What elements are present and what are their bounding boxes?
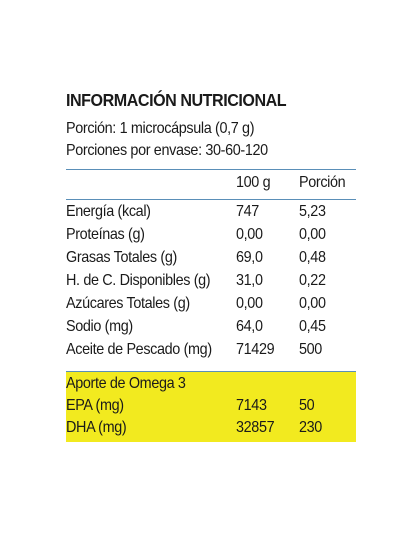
row-value-100g: 69,0 <box>236 249 263 266</box>
table-row: H. de C. Disponibles (g) 31,0 0,22 <box>66 272 356 294</box>
omega-3-highlight <box>66 372 356 442</box>
table-row: DHA (mg) 32857 230 <box>66 419 356 441</box>
portion-size: Porción: 1 microcápsula (0,7 g) <box>66 120 255 137</box>
row-value-portion: 0,00 <box>299 226 326 243</box>
row-label: Grasas Totales (g) <box>66 249 177 266</box>
row-label: Energía (kcal) <box>66 203 151 220</box>
header-row: 100 g Porción <box>66 174 356 196</box>
row-value-portion: 230 <box>299 419 322 436</box>
row-value-portion: 0,48 <box>299 249 326 266</box>
row-label: DHA (mg) <box>66 419 127 436</box>
omega-heading: Aporte de Omega 3 <box>66 375 186 392</box>
row-value-100g: 31,0 <box>236 272 263 289</box>
row-label: EPA (mg) <box>66 397 124 414</box>
table-row: Sodio (mg) 64,0 0,45 <box>66 318 356 340</box>
row-value-portion: 5,23 <box>299 203 326 220</box>
row-value-portion: 0,22 <box>299 272 326 289</box>
table-row: Grasas Totales (g) 69,0 0,48 <box>66 249 356 271</box>
row-value-100g: 32857 <box>236 419 275 436</box>
table-row: Proteínas (g) 0,00 0,00 <box>66 226 356 248</box>
row-value-100g: 7143 <box>236 397 267 414</box>
divider <box>66 199 356 200</box>
row-label: H. de C. Disponibles (g) <box>66 272 211 289</box>
row-value-portion: 0,45 <box>299 318 326 335</box>
row-value-portion: 500 <box>299 341 322 358</box>
divider <box>66 169 356 170</box>
row-label: Proteínas (g) <box>66 226 145 243</box>
row-value-100g: 64,0 <box>236 318 263 335</box>
row-value-100g: 747 <box>236 203 259 220</box>
panel-title: INFORMACIÓN NUTRICIONAL <box>66 90 287 110</box>
table-row: Azúcares Totales (g) 0,00 0,00 <box>66 295 356 317</box>
table-row: Energía (kcal) 747 5,23 <box>66 203 356 225</box>
column-header-100g: 100 g <box>236 174 271 191</box>
row-value-portion: 50 <box>299 397 315 414</box>
row-value-100g: 71429 <box>236 341 275 358</box>
table-row: EPA (mg) 7143 50 <box>66 397 356 419</box>
portions-per-container: Porciones por envase: 30-60-120 <box>66 142 268 159</box>
omega-heading-row: Aporte de Omega 3 <box>66 375 356 397</box>
row-label: Azúcares Totales (g) <box>66 295 190 312</box>
divider <box>66 371 356 372</box>
row-value-100g: 0,00 <box>236 226 263 243</box>
row-label: Sodio (mg) <box>66 318 133 335</box>
table-row: Aceite de Pescado (mg) 71429 500 <box>66 341 356 363</box>
column-header-portion: Porción <box>299 174 346 191</box>
row-value-portion: 0,00 <box>299 295 326 312</box>
row-label: Aceite de Pescado (mg) <box>66 341 212 358</box>
row-value-100g: 0,00 <box>236 295 263 312</box>
